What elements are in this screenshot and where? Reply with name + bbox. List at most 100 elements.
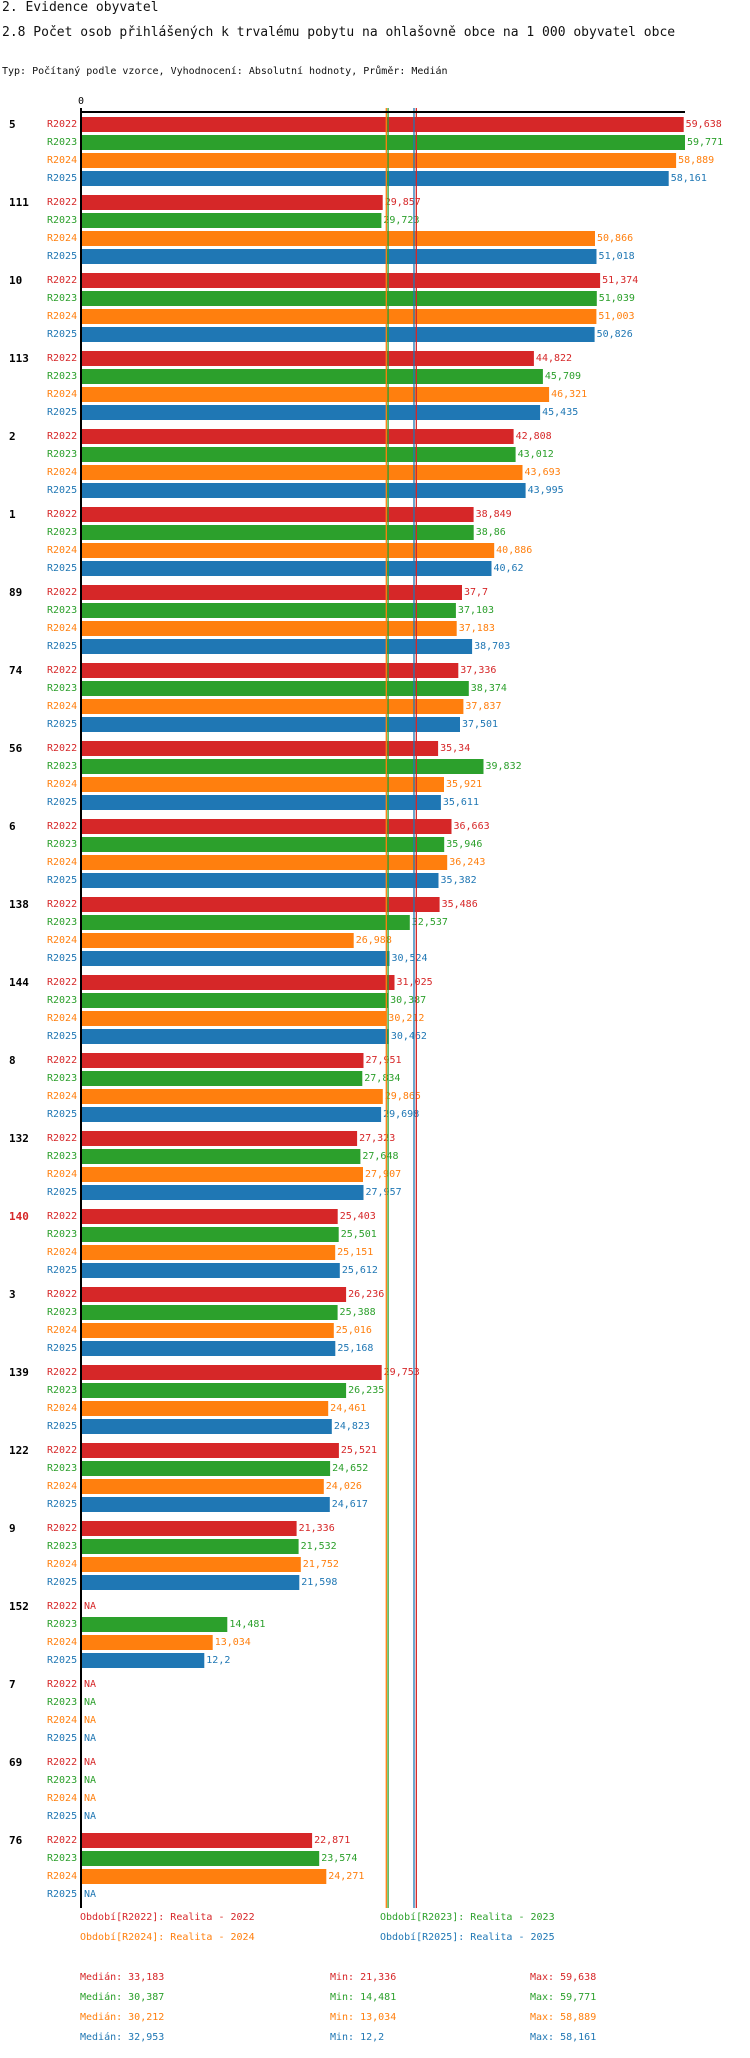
series-label: R2025 xyxy=(47,1499,77,1510)
series-label: R2024 xyxy=(47,233,77,244)
data-label: 37,336 xyxy=(460,665,496,676)
data-label: 27,957 xyxy=(366,1187,402,1198)
series-label: R2024 xyxy=(47,1013,77,1024)
bar xyxy=(81,1461,331,1476)
data-label: 21,598 xyxy=(301,1577,337,1588)
data-label: 21,752 xyxy=(303,1559,339,1570)
data-label: 25,016 xyxy=(336,1325,372,1336)
series-label: R2024 xyxy=(47,1325,77,1336)
bar xyxy=(81,837,445,852)
chart-title: 2.8 Počet osob přihlášených k trvalému p… xyxy=(2,25,676,40)
group-label: 111 xyxy=(9,196,29,209)
series-label: R2023 xyxy=(47,215,77,226)
series-label: R2022 xyxy=(47,1601,77,1612)
stat-max: Max: 59,771 xyxy=(530,1992,596,2003)
group-label: 76 xyxy=(9,1834,23,1847)
legend-entry: Období[R2022]: Realita - 2022 xyxy=(80,1911,255,1923)
data-label: 37,837 xyxy=(465,701,501,712)
data-label: 43,995 xyxy=(528,485,564,496)
bar xyxy=(81,429,514,444)
series-label: R2022 xyxy=(47,587,77,598)
bar xyxy=(81,171,669,186)
bar xyxy=(81,897,440,912)
series-label: R2023 xyxy=(47,1385,77,1396)
series-label: R2022 xyxy=(47,431,77,442)
stat-min: Min: 21,336 xyxy=(330,1972,396,1983)
group-label: 113 xyxy=(9,352,29,365)
series-label: R2024 xyxy=(47,1169,77,1180)
series-label: R2025 xyxy=(47,1811,77,1822)
series-label: R2025 xyxy=(47,875,77,886)
data-label: 35,382 xyxy=(441,875,477,886)
series-label: R2024 xyxy=(47,389,77,400)
stat-median: Medián: 30,387 xyxy=(80,1991,164,2003)
series-label: R2022 xyxy=(47,1757,77,1768)
bar xyxy=(81,195,383,210)
stat-min: Min: 14,481 xyxy=(330,1992,396,2003)
data-label: 25,168 xyxy=(337,1343,373,1354)
bar xyxy=(81,1443,339,1458)
series-label: R2023 xyxy=(47,839,77,850)
data-label: 25,151 xyxy=(337,1247,373,1258)
bar xyxy=(81,1497,330,1512)
section-title: 2. Evidence obyvatel xyxy=(2,0,159,15)
series-label: R2025 xyxy=(47,719,77,730)
series-label: R2023 xyxy=(47,1619,77,1630)
na-label: NA xyxy=(84,1601,96,1612)
stat-max: Max: 58,161 xyxy=(530,2032,596,2043)
bar xyxy=(81,663,459,678)
series-label: R2025 xyxy=(47,641,77,652)
series-label: R2025 xyxy=(47,1421,77,1432)
group-label: 144 xyxy=(9,976,29,989)
data-label: 58,161 xyxy=(671,173,707,184)
series-label: R2025 xyxy=(47,953,77,964)
bar xyxy=(81,1851,320,1866)
na-label: NA xyxy=(84,1793,96,1804)
series-label: R2024 xyxy=(47,1715,77,1726)
series-label: R2023 xyxy=(47,917,77,928)
data-label: 37,183 xyxy=(459,623,495,634)
bar xyxy=(81,1131,358,1146)
data-label: 51,018 xyxy=(599,251,635,262)
data-label: 29,753 xyxy=(384,1367,420,1378)
data-label: 35,34 xyxy=(440,743,470,754)
data-label: 14,481 xyxy=(229,1619,265,1630)
data-label: 50,866 xyxy=(597,233,633,244)
bar xyxy=(81,933,354,948)
bar xyxy=(81,1323,334,1338)
stat-median: Medián: 32,953 xyxy=(80,2031,164,2043)
series-label: R2025 xyxy=(47,485,77,496)
data-label: 43,693 xyxy=(525,467,561,478)
bar xyxy=(81,1383,347,1398)
stat-median: Medián: 33,183 xyxy=(80,1971,164,1983)
series-label: R2025 xyxy=(47,1187,77,1198)
na-label: NA xyxy=(84,1697,96,1708)
bar xyxy=(81,1029,389,1044)
bar xyxy=(81,309,597,324)
series-label: R2024 xyxy=(47,155,77,166)
series-label: R2023 xyxy=(47,1697,77,1708)
bar xyxy=(81,1635,213,1650)
group-label: 139 xyxy=(9,1366,29,1379)
series-label: R2022 xyxy=(47,1445,77,1456)
data-label: 32,537 xyxy=(412,917,448,928)
bar xyxy=(81,213,382,228)
series-label: R2023 xyxy=(47,449,77,460)
series-label: R2025 xyxy=(47,563,77,574)
data-label: 45,709 xyxy=(545,371,581,382)
series-label: R2025 xyxy=(47,1343,77,1354)
data-label: 24,026 xyxy=(326,1481,362,1492)
series-label: R2025 xyxy=(47,1655,77,1666)
bar xyxy=(81,1071,363,1086)
group-label: 69 xyxy=(9,1756,22,1769)
data-label: 38,374 xyxy=(471,683,507,694)
series-label: R2024 xyxy=(47,1247,77,1258)
data-label: 29,723 xyxy=(383,215,419,226)
series-label: R2025 xyxy=(47,251,77,262)
group-label: 140 xyxy=(9,1210,29,1223)
group-label: 122 xyxy=(9,1444,29,1457)
bar xyxy=(81,1245,336,1260)
series-label: R2024 xyxy=(47,623,77,634)
series-label: R2023 xyxy=(47,1775,77,1786)
